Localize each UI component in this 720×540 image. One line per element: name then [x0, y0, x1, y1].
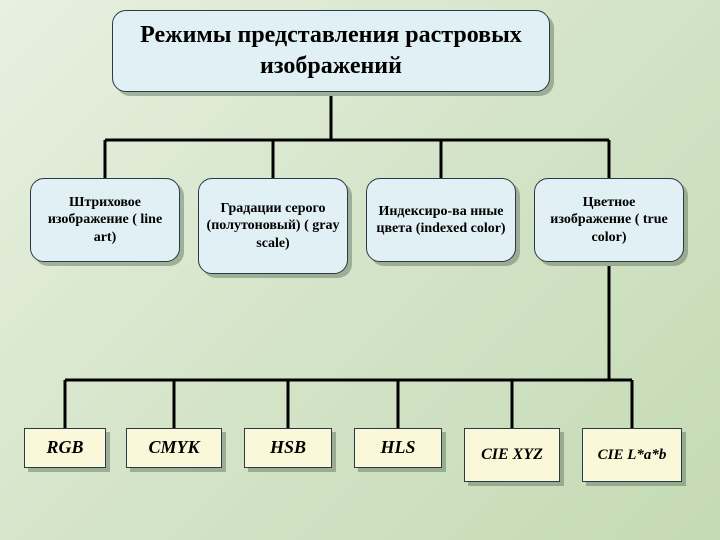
root-node: Режимы представления растровых изображен… — [112, 10, 550, 92]
leaf-node-hls: HLS — [354, 428, 442, 468]
mid-label: Цветное изображение ( true color) — [541, 194, 677, 247]
mid-node-indexed: Индексиро-ва нные цвета (indexed color) — [366, 178, 516, 262]
mid-node-gray: Градации серого (полутоновый) ( gray sca… — [198, 178, 348, 274]
leaf-label: RGB — [46, 438, 83, 458]
leaf-node-cmyk: CMYK — [126, 428, 222, 468]
leaf-label: HSB — [270, 438, 306, 458]
leaf-node-ciexyz: CIE XYZ — [464, 428, 560, 482]
leaf-label: CIE L*a*b — [598, 447, 667, 464]
mid-label: Градации серого (полутоновый) ( gray sca… — [205, 200, 341, 253]
mid-node-truecolor: Цветное изображение ( true color) — [534, 178, 684, 262]
leaf-node-hsb: HSB — [244, 428, 332, 468]
leaf-label: HLS — [380, 438, 415, 458]
mid-node-lineart: Штриховое изображение ( line art) — [30, 178, 180, 262]
leaf-label: CMYK — [148, 438, 199, 458]
mid-label: Индексиро-ва нные цвета (indexed color) — [373, 203, 509, 238]
root-label: Режимы представления растровых изображен… — [119, 20, 543, 82]
leaf-label: CIE XYZ — [481, 446, 543, 464]
mid-label: Штриховое изображение ( line art) — [37, 194, 173, 247]
leaf-node-rgb: RGB — [24, 428, 106, 468]
leaf-node-cielab: CIE L*a*b — [582, 428, 682, 482]
